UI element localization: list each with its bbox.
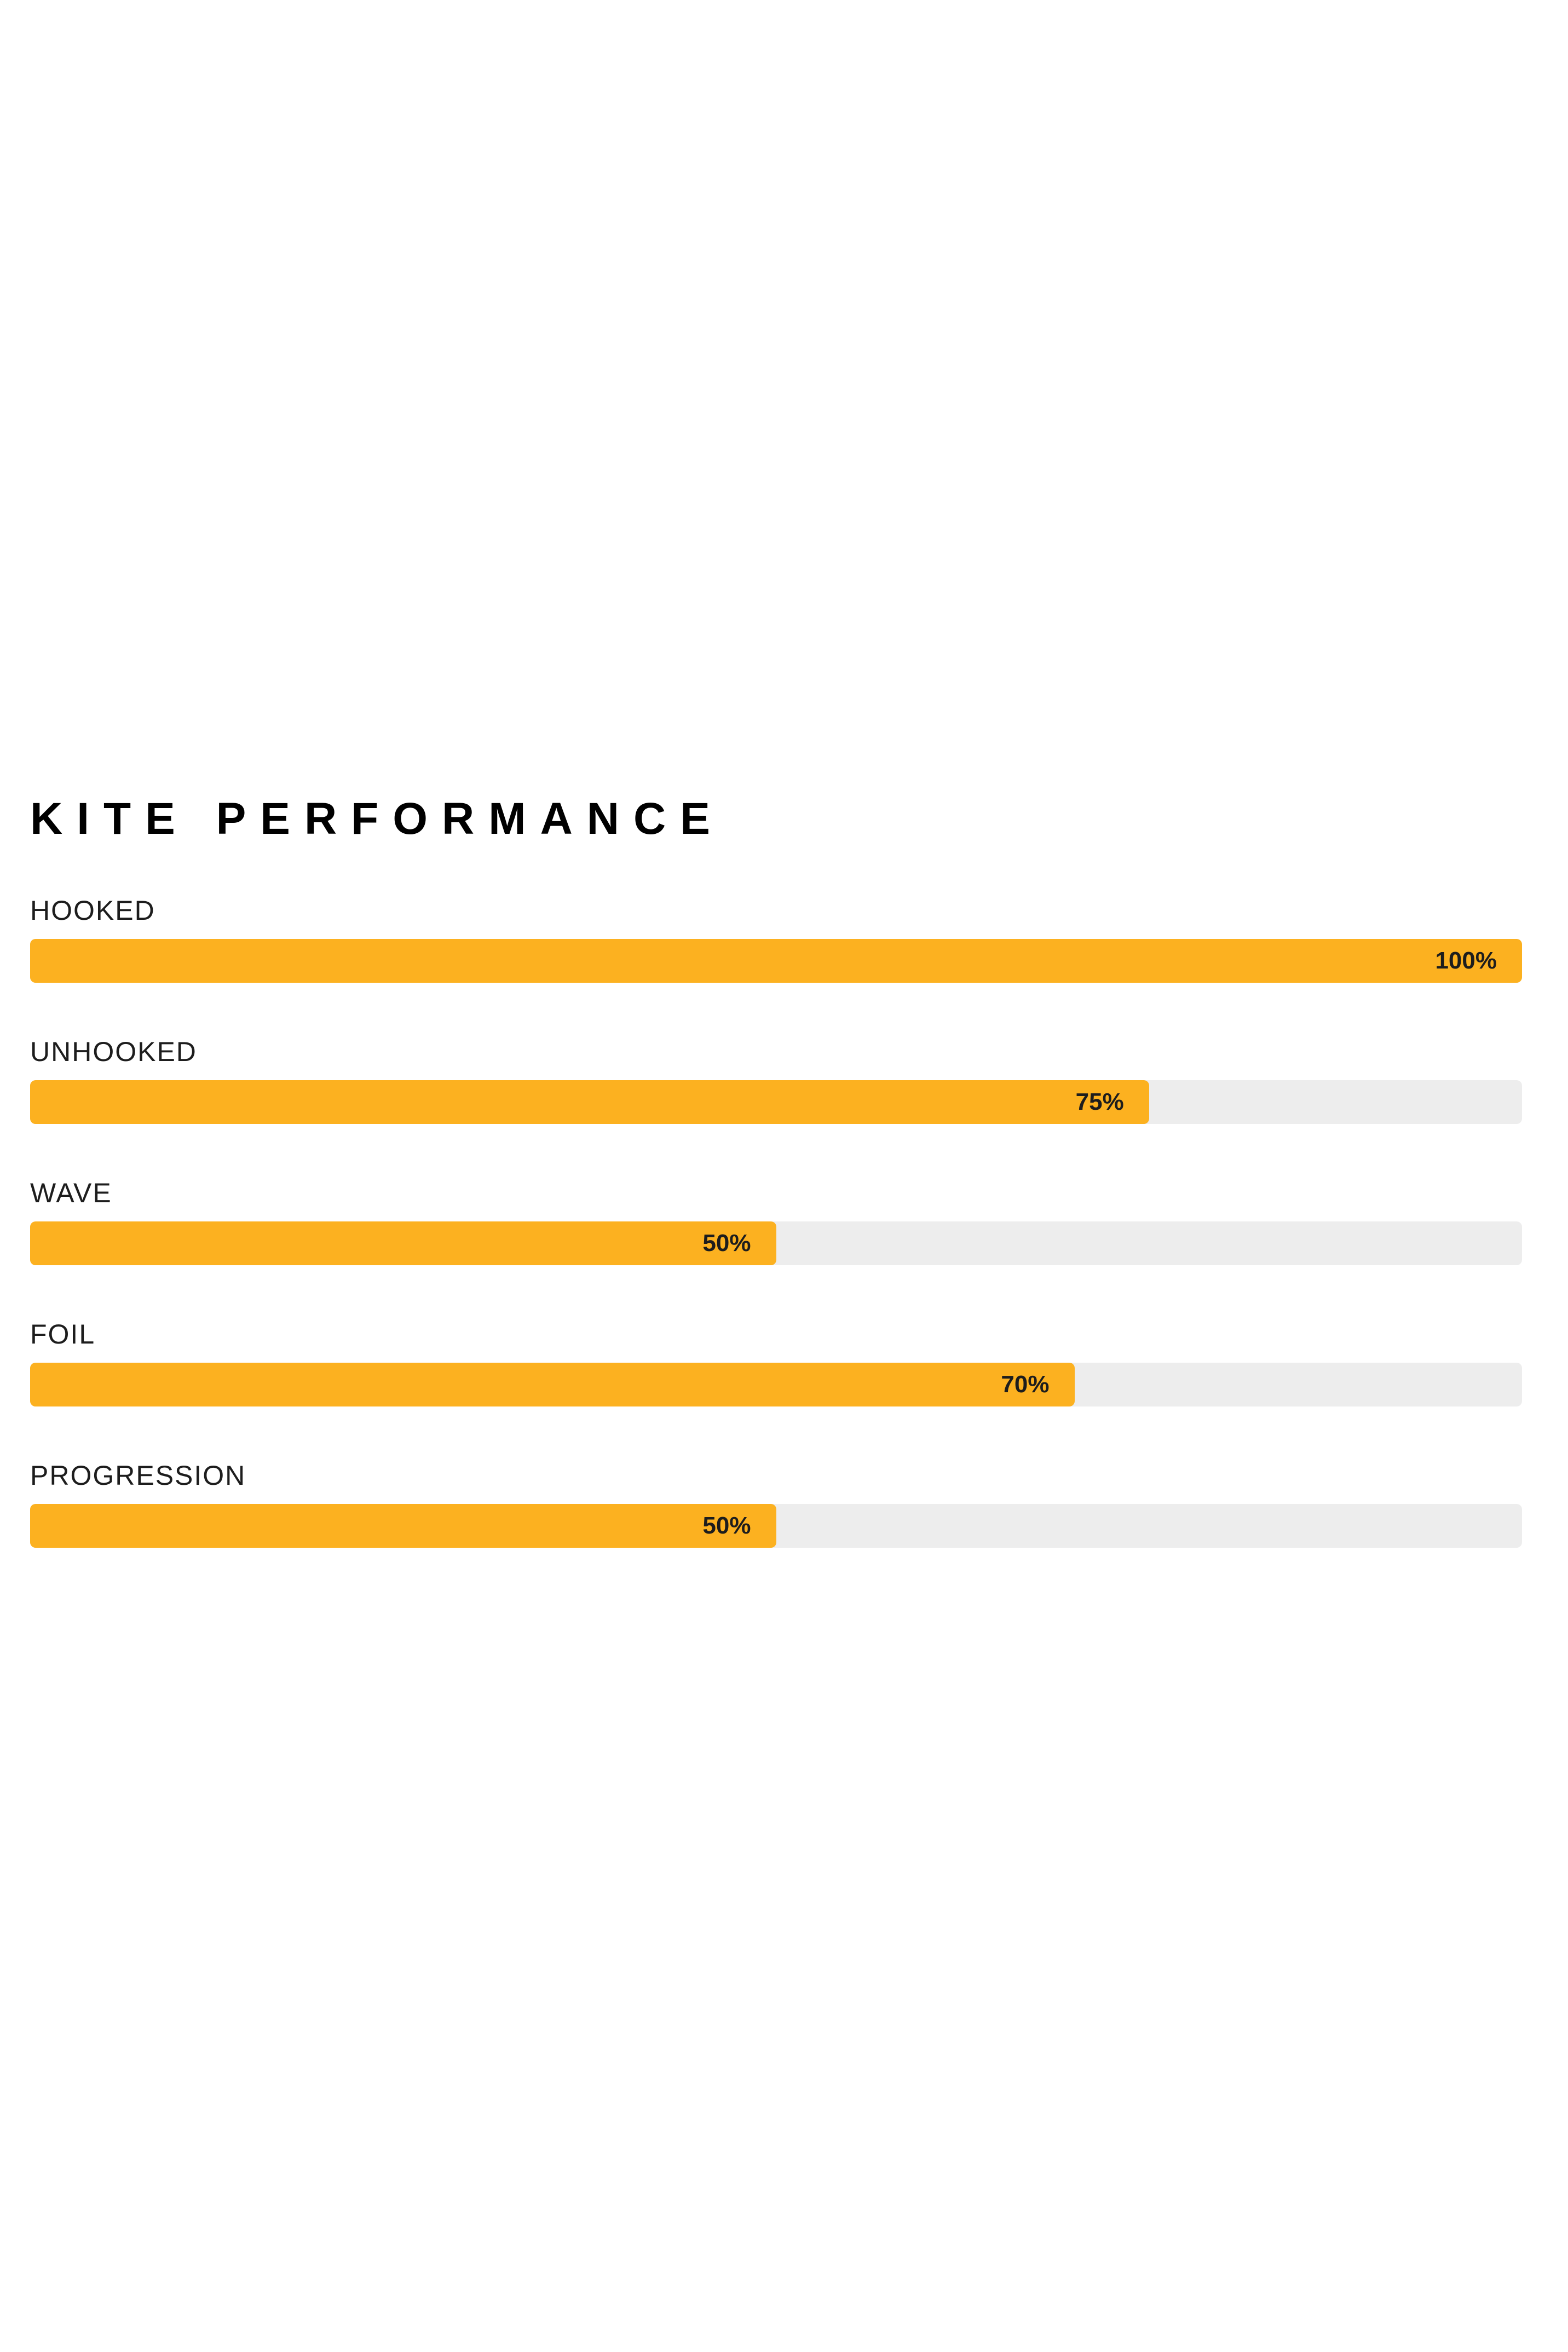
bar-label: FOIL bbox=[30, 1319, 96, 1350]
bar-track: 50% bbox=[30, 1221, 1522, 1265]
bar-value: 75% bbox=[1075, 1088, 1124, 1115]
bar-track: 50% bbox=[30, 1504, 1522, 1548]
bar-value: 100% bbox=[1435, 947, 1497, 974]
bar-fill: 70% bbox=[30, 1363, 1075, 1406]
bar-row: HOOKED 100% bbox=[30, 897, 1522, 983]
bar-row: FOIL 70% bbox=[30, 1321, 1522, 1406]
bar-value: 70% bbox=[1001, 1371, 1050, 1398]
chart-title: KITE PERFORMANCE bbox=[30, 794, 724, 844]
bar-row: WAVE 50% bbox=[30, 1179, 1522, 1265]
performance-bars: HOOKED 100% UNHOOKED 75% WAVE 50% FOIL 70% PROGR… bbox=[30, 897, 1522, 1548]
bar-track: 100% bbox=[30, 939, 1522, 983]
bar-label: HOOKED bbox=[30, 895, 155, 926]
bar-label: WAVE bbox=[30, 1178, 112, 1208]
bar-value: 50% bbox=[702, 1230, 751, 1256]
bar-track: 70% bbox=[30, 1363, 1522, 1406]
bar-row: PROGRESSION 50% bbox=[30, 1462, 1522, 1548]
bar-fill: 50% bbox=[30, 1504, 776, 1548]
bar-row: UNHOOKED 75% bbox=[30, 1038, 1522, 1124]
kite-performance-section: KITE PERFORMANCE HOOKED 100% UNHOOKED 75% WA… bbox=[30, 794, 1522, 1548]
bar-label: PROGRESSION bbox=[30, 1460, 246, 1491]
bar-fill: 100% bbox=[30, 939, 1522, 983]
bar-track: 75% bbox=[30, 1080, 1522, 1124]
bar-value: 50% bbox=[702, 1512, 751, 1539]
bar-label: UNHOOKED bbox=[30, 1036, 197, 1067]
bar-fill: 75% bbox=[30, 1080, 1149, 1124]
bar-fill: 50% bbox=[30, 1221, 776, 1265]
